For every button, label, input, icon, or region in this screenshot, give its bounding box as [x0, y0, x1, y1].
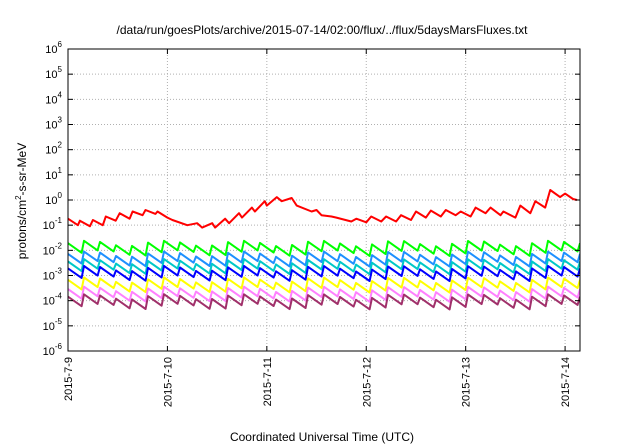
chart-title: /data/run/goesPlots/archive/2015-07-14/0… — [117, 23, 529, 37]
y-axis-label: protons/cm2-s-sr-MeV — [14, 143, 29, 259]
series-line-4 — [68, 264, 580, 283]
y-tick-label: 10-5 — [43, 317, 63, 333]
y-tick-label: 102 — [45, 141, 62, 157]
y-tick-label: 104 — [45, 90, 62, 106]
y-tick-label: 10-3 — [43, 267, 63, 283]
y-tick-label: 10-1 — [43, 216, 63, 232]
x-tick-label: 2015-7-14 — [560, 357, 572, 407]
series-line-0 — [68, 189, 578, 229]
x-axis-label: Coordinated Universal Time (UTC) — [230, 430, 414, 444]
y-tick-label: 101 — [45, 166, 62, 182]
y-tick-label: 10-4 — [43, 292, 63, 308]
y-tick-label: 100 — [45, 191, 62, 207]
x-tick-label: 2015-7-11 — [262, 357, 274, 406]
y-tick-label: 106 — [45, 40, 62, 56]
x-tick-label: 2015-7-13 — [461, 357, 473, 407]
series-line-3 — [68, 258, 580, 276]
x-tick-label: 2015-7-12 — [361, 357, 373, 407]
x-tick-label: 2015-7-10 — [162, 357, 174, 407]
series-line-7 — [68, 293, 580, 311]
x-tick-label: 2015-7-9 — [63, 357, 75, 401]
series-line-2 — [68, 250, 580, 268]
series-line-1 — [68, 239, 580, 257]
y-tick-label: 103 — [45, 116, 62, 132]
series-line-5 — [68, 276, 580, 294]
y-tick-label: 10-6 — [43, 342, 63, 358]
series-line-6 — [68, 285, 580, 303]
y-tick-label: 10-2 — [43, 241, 63, 257]
y-tick-label: 105 — [45, 65, 62, 81]
